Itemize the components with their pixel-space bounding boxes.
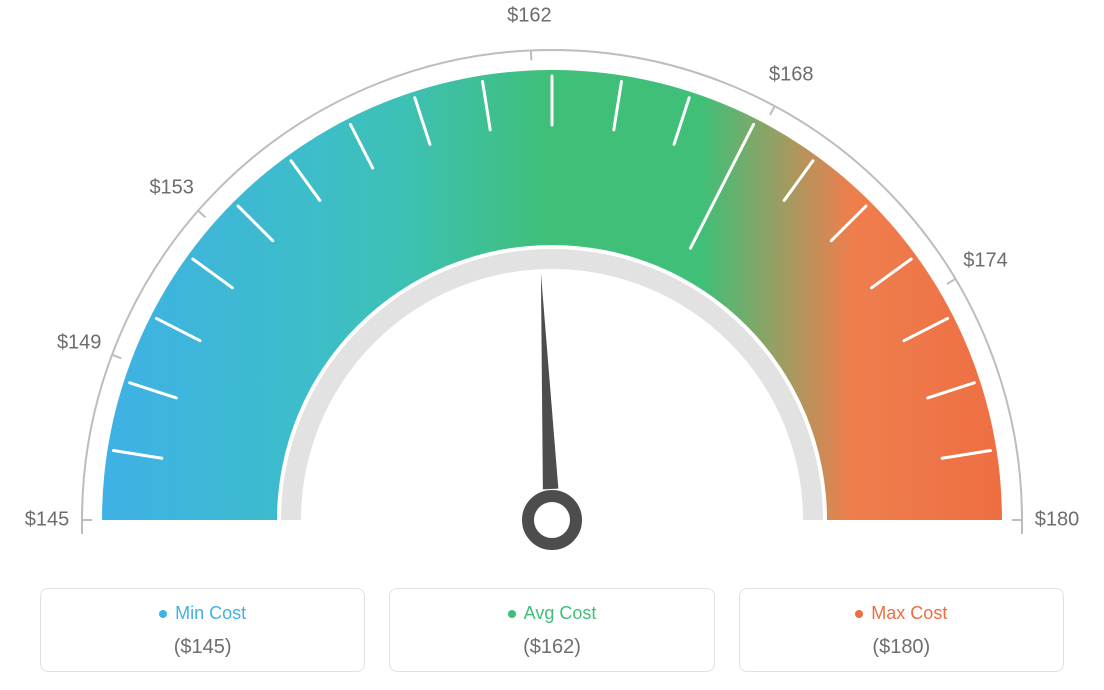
tick-label: $162 [507,4,552,27]
legend-value-min: ($145) [47,636,358,659]
tick-label: $174 [963,249,1008,272]
tick-label: $180 [1035,509,1080,532]
gauge-chart: $145 $149 $153 $162 $168 $174 $180 [0,0,1104,570]
legend-dot-avg [508,610,516,618]
legend-card-avg: Avg Cost ($162) [389,588,714,672]
legend-dot-max [855,610,863,618]
tick-label: $153 [149,176,194,199]
legend-title-avg: Avg Cost [508,603,597,624]
legend-row: Min Cost ($145) Avg Cost ($162) Max Cost… [40,588,1064,672]
legend-value-avg: ($162) [396,636,707,659]
legend-value-max: ($180) [746,636,1057,659]
legend-title-max: Max Cost [855,603,947,624]
legend-card-max: Max Cost ($180) [739,588,1064,672]
gauge-svg [0,0,1104,570]
legend-dot-min [159,610,167,618]
legend-card-min: Min Cost ($145) [40,588,365,672]
tick-label: $168 [769,64,814,87]
legend-title-avg-text: Avg Cost [524,603,597,624]
tick-label: $149 [57,331,102,354]
tick-label: $145 [25,509,70,532]
legend-title-max-text: Max Cost [871,603,947,624]
legend-title-min: Min Cost [159,603,246,624]
legend-title-min-text: Min Cost [175,603,246,624]
